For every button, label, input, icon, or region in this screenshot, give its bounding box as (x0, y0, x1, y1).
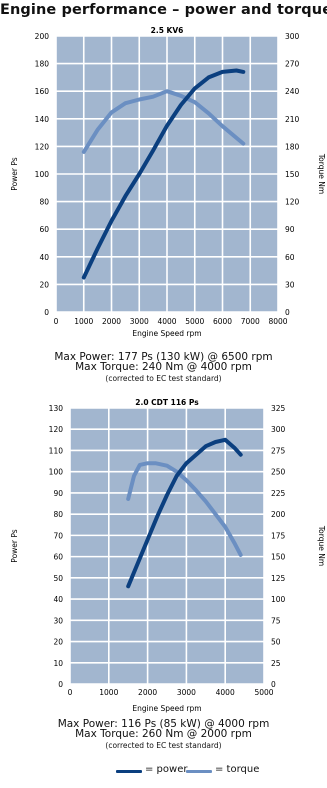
y-tick-label: 0 (58, 680, 63, 689)
y2-tick-label: 50 (271, 638, 281, 647)
y-tick-label: 20 (53, 638, 63, 647)
y2-tick-label: 300 (285, 32, 300, 41)
legend-power-swatch (116, 770, 142, 773)
y-tick-label: 10 (53, 659, 63, 668)
y-tick-label: 100 (35, 170, 50, 179)
y-tick-label: 60 (39, 225, 49, 234)
legend-torque-label: = torque (215, 764, 260, 775)
y-tick-label: 100 (49, 468, 64, 477)
y2-tick-label: 325 (271, 404, 286, 413)
chart-1-caption-torque: Max Torque: 240 Nm @ 4000 rpm (75, 361, 252, 373)
x-axis-label: Engine Speed rpm (132, 329, 201, 338)
y2-tick-label: 120 (285, 198, 300, 207)
y2-tick-label: 75 (271, 616, 281, 625)
y-tick-label: 60 (53, 553, 63, 562)
chart-2-0-cdt: 2.0 CDT 116 Ps0 1000 2000 3000 4000 500001020… (10, 398, 326, 713)
y2-tick-label: 300 (271, 425, 286, 434)
y-tick-label: 80 (39, 198, 49, 207)
y-tick-label: 30 (53, 616, 63, 625)
legend-torque-swatch (186, 770, 212, 773)
x-axis-label: Engine Speed rpm (132, 704, 201, 713)
y-tick-label: 80 (53, 510, 63, 519)
x-tick-label: 0 (68, 688, 73, 697)
chart-title: 2.0 CDT 116 Ps (135, 398, 199, 407)
x-tick-label: 0 (54, 317, 59, 326)
y2-tick-label: 125 (271, 574, 286, 583)
chart-2-caption-power: Max Power: 116 Ps (85 kW) @ 4000 rpm (57, 718, 270, 730)
y2-tick-label: 180 (285, 142, 300, 151)
y2-tick-label: 275 (271, 446, 286, 455)
legend: = power = torque (0, 763, 327, 779)
x-tick-label: 1000 (99, 688, 118, 697)
y-tick-label: 20 (39, 280, 49, 289)
y-axis-label-torque: Torque Nm (317, 153, 326, 194)
x-tick-label: 5000 (185, 317, 204, 326)
x-tick-label: 5000 (254, 688, 273, 697)
legend-power-label: = power (145, 764, 188, 775)
y-tick-label: 50 (53, 574, 63, 583)
x-tick-label: 8000 (268, 317, 287, 326)
y-tick-label: 70 (53, 531, 63, 540)
y-tick-label: 40 (39, 253, 49, 262)
y2-tick-label: 150 (285, 170, 300, 179)
x-tick-label: 3000 (177, 688, 196, 697)
x-tick-label: 2000 (138, 688, 157, 697)
y2-tick-label: 100 (271, 595, 286, 604)
y-tick-label: 120 (35, 142, 50, 151)
y-tick-label: 40 (53, 595, 63, 604)
chart-2-caption-torque: Max Torque: 260 Nm @ 2000 rpm (75, 728, 252, 740)
y-tick-label: 140 (35, 115, 50, 124)
x-tick-label: 4000 (157, 317, 176, 326)
y2-tick-label: 200 (271, 510, 286, 519)
x-tick-label: 3000 (130, 317, 149, 326)
y2-tick-label: 90 (285, 225, 295, 234)
chart-1-caption-power: Max Power: 177 Ps (130 kW) @ 6500 rpm (54, 351, 273, 363)
y2-tick-label: 60 (285, 253, 295, 262)
y2-tick-label: 250 (271, 468, 286, 477)
y2-tick-label: 240 (285, 87, 300, 96)
y2-tick-label: 0 (271, 680, 276, 689)
y2-tick-label: 210 (285, 115, 300, 124)
y-axis-label-power: Power Ps (10, 529, 19, 562)
y-tick-label: 200 (35, 32, 50, 41)
y2-tick-label: 270 (285, 60, 300, 69)
y-axis-label-torque: Torque Nm (317, 525, 326, 566)
chart-1-caption-note: (corrected to EC test standard) (105, 374, 222, 383)
chart-2-caption-note: (corrected to EC test standard) (105, 741, 222, 750)
series-line-power (126, 437, 243, 589)
y-tick-label: 180 (35, 60, 50, 69)
plot-area (70, 408, 264, 684)
chart-title: 2.5 KV6 (151, 26, 184, 35)
y-tick-label: 130 (49, 404, 64, 413)
y-tick-label: 120 (49, 425, 64, 434)
y-tick-label: 160 (35, 87, 50, 96)
y2-tick-label: 225 (271, 489, 286, 498)
y2-tick-label: 30 (285, 280, 295, 289)
series-line-torque (81, 89, 246, 154)
x-tick-label: 2000 (102, 317, 121, 326)
x-tick-label: 4000 (216, 688, 235, 697)
y2-tick-label: 0 (285, 308, 290, 317)
x-tick-label: 6000 (213, 317, 232, 326)
y2-tick-label: 150 (271, 553, 286, 562)
y2-tick-label: 175 (271, 531, 286, 540)
y-axis-label-power: Power Ps (10, 157, 19, 190)
y2-tick-label: 25 (271, 659, 281, 668)
y-tick-label: 90 (53, 489, 63, 498)
series-line-power (81, 68, 246, 280)
x-tick-label: 7000 (241, 317, 260, 326)
y-tick-label: 110 (49, 446, 64, 455)
series-line-torque (126, 461, 243, 557)
page-title: Engine performance – power and torque (0, 2, 327, 18)
y-tick-label: 0 (44, 308, 49, 317)
x-tick-label: 1000 (74, 317, 93, 326)
